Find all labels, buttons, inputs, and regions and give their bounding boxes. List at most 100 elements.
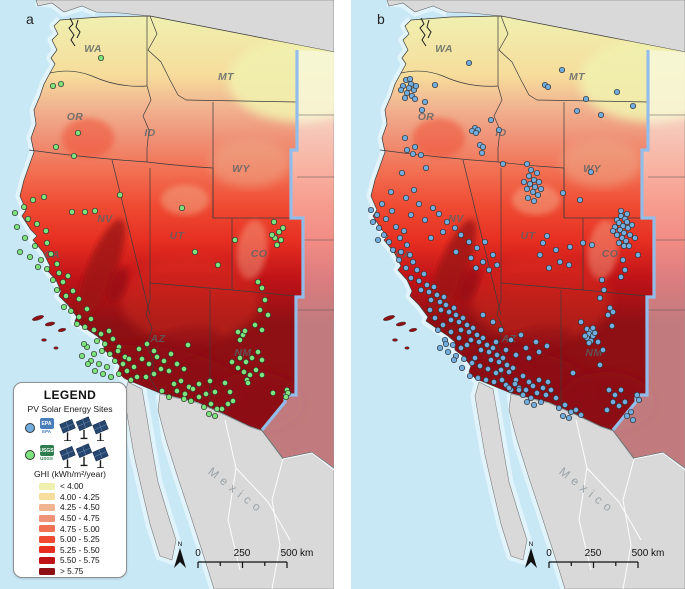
pv-site-marker: [37, 256, 45, 264]
pv-site-marker: [103, 363, 111, 371]
pv-site-marker: [234, 364, 242, 372]
pv-site-marker: [429, 204, 437, 212]
pv-site-marker: [604, 311, 612, 319]
pv-site-marker: [627, 408, 635, 416]
pv-site-marker: [138, 355, 146, 363]
pv-site-marker: [443, 218, 451, 226]
ghi-class-swatch: [39, 567, 55, 575]
pv-site-marker: [145, 360, 153, 368]
site-marker-epa: [25, 422, 35, 433]
ghi-class-swatch: [39, 556, 55, 564]
pv-site-marker: [109, 335, 117, 343]
pv-site-marker: [264, 311, 272, 319]
pv-site-marker: [472, 129, 480, 137]
pv-site-marker: [178, 204, 186, 212]
pv-site-marker: [177, 377, 185, 385]
pv-site-marker: [633, 391, 641, 399]
pv-site-marker: [466, 372, 474, 380]
pv-site-marker: [127, 376, 135, 384]
pv-site-marker: [389, 246, 397, 254]
pv-site-marker: [535, 348, 543, 356]
pv-site-marker: [111, 357, 119, 365]
site-marker-usgs: [25, 449, 35, 460]
pv-site-marker: [417, 151, 425, 159]
pv-site-marker: [542, 391, 550, 399]
pv-site-marker: [388, 207, 396, 215]
ghi-class-label: 4.00 - 4.25: [60, 491, 100, 502]
pv-site-marker: [258, 356, 266, 364]
pv-site-marker: [566, 243, 574, 251]
pv-site-marker: [447, 328, 455, 336]
pv-site-marker: [97, 330, 105, 338]
pv-site-marker: [482, 376, 490, 384]
pv-site-marker: [47, 250, 55, 258]
pv-site-marker: [211, 388, 219, 396]
pv-site-marker: [279, 224, 287, 232]
pv-site-marker: [467, 254, 475, 262]
pv-site-marker: [268, 231, 276, 239]
pv-site-marker: [525, 172, 533, 180]
panel-label-a: a: [26, 11, 34, 27]
pv-site-marker: [524, 194, 532, 202]
pv-site-marker: [509, 364, 517, 372]
pv-site-marker: [439, 321, 447, 329]
legend-sites-heading: PV Solar Energy Sites: [27, 404, 113, 414]
pv-site-marker: [211, 412, 219, 420]
pv-site-marker: [67, 307, 75, 315]
pv-site-marker: [221, 379, 229, 387]
pv-site-marker: [476, 362, 484, 370]
pv-site-marker: [617, 386, 625, 394]
pv-site-marker: [531, 183, 539, 191]
pv-site-marker: [616, 226, 624, 234]
pv-site-marker: [187, 397, 195, 405]
pv-site-marker: [90, 326, 98, 334]
pv-site-marker: [411, 95, 419, 103]
pv-site-marker: [375, 224, 383, 232]
pv-site-marker: [487, 356, 495, 364]
pv-site-marker: [224, 400, 232, 408]
pv-site-marker: [421, 216, 429, 224]
pv-site-marker: [184, 341, 192, 349]
pv-site-marker: [559, 412, 567, 420]
pv-site-marker: [463, 341, 471, 349]
pv-site-marker: [97, 54, 105, 62]
pv-site-marker: [530, 197, 538, 205]
pv-site-marker: [634, 251, 642, 259]
pv-site-marker: [189, 385, 197, 393]
pv-site-marker: [452, 248, 460, 256]
map-panel-b: b: [351, 0, 685, 589]
pv-site-marker: [101, 340, 109, 348]
pv-site-marker: [95, 360, 103, 368]
pv-site-marker: [511, 380, 519, 388]
pv-site-marker: [473, 331, 481, 339]
pv-site-marker: [457, 344, 465, 352]
pv-site-marker: [11, 209, 19, 217]
pv-site-marker: [445, 308, 453, 316]
pv-site-marker: [405, 84, 413, 92]
pv-site-marker: [552, 394, 560, 402]
ghi-class-label: 4.25 - 4.50: [60, 502, 100, 513]
ghi-class-row: > 5.75: [17, 566, 123, 577]
pv-site-marker: [83, 305, 91, 313]
pv-site-marker: [631, 234, 639, 242]
pv-site-marker: [26, 253, 34, 261]
ghi-class-label: < 4.00: [60, 481, 84, 492]
ghi-class-swatch: [39, 535, 55, 543]
ghi-class-label: 5.25 - 5.50: [60, 544, 100, 555]
pv-site-marker: [474, 374, 482, 382]
pv-site-marker: [479, 311, 487, 319]
pv-site-marker: [369, 218, 377, 226]
pv-site-marker: [493, 261, 501, 269]
pv-site-marker: [490, 378, 498, 386]
pv-site-marker: [107, 373, 115, 381]
pv-site-marker: [60, 303, 68, 311]
pv-site-marker: [520, 178, 528, 186]
pv-site-marker: [609, 227, 617, 235]
pv-site-marker: [484, 365, 492, 373]
legend-ghi-classes: < 4.00 4.00 - 4.25 4.25 - 4.50 4.50 - 4.75 4…: [17, 481, 123, 576]
pv-site-marker: [611, 391, 619, 399]
pv-site-marker: [55, 269, 63, 277]
pv-site-marker: [489, 344, 497, 352]
pv-site-marker: [69, 287, 77, 295]
pv-site-marker: [173, 360, 181, 368]
